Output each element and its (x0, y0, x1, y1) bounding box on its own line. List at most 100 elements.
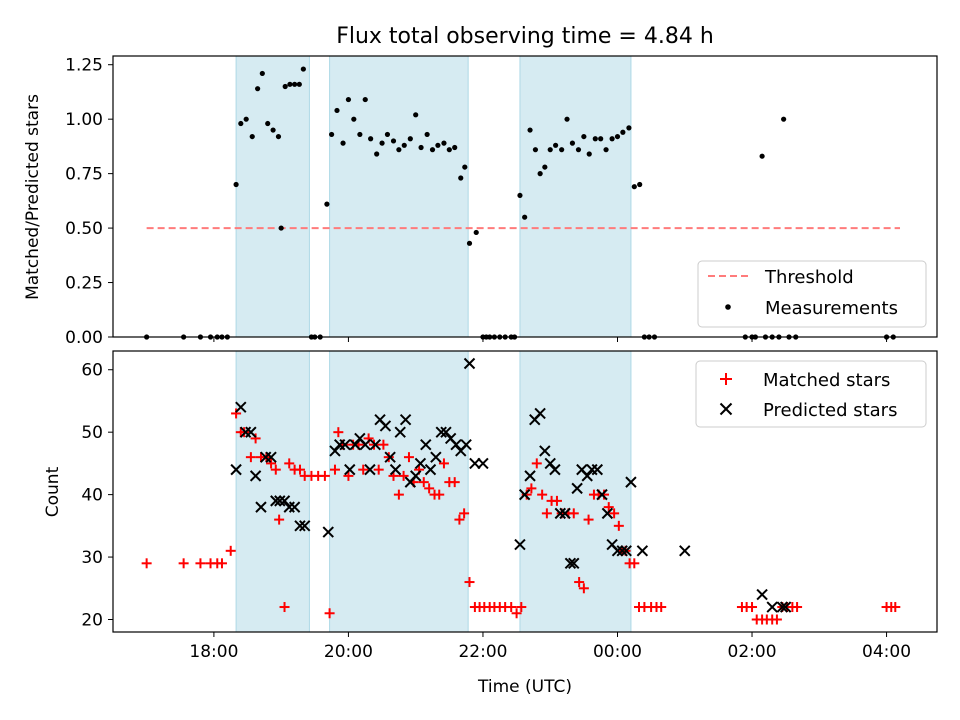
predicted-x-b (359, 438, 371, 451)
threshold-legend-label: Threshold (764, 267, 854, 288)
predicted-star-point (294, 520, 306, 532)
predicted-x-b (274, 495, 286, 507)
matched-star-point (393, 489, 404, 500)
predicted-x-b (477, 457, 489, 470)
predicted-x-b (414, 457, 427, 470)
predicted-x-b (611, 545, 624, 557)
predicted-x-b (616, 545, 628, 557)
matched-star-point (603, 502, 614, 513)
predicted-x-b (288, 501, 301, 513)
predicted-star-point (329, 445, 341, 457)
measurement-point (631, 184, 637, 190)
predicted-x-b (559, 507, 571, 520)
measurement-point (424, 131, 430, 138)
measurement-point (292, 81, 298, 87)
matched-star-point (526, 483, 537, 494)
predicted-star-point (679, 545, 691, 557)
predicted-x-b (591, 463, 604, 476)
predicted-star-point (235, 401, 247, 413)
predicted-x-b (298, 520, 311, 532)
predicted-x-b (435, 426, 447, 438)
predicted-x-b (394, 426, 406, 438)
measurement-point (278, 225, 284, 231)
predicted-star-point (369, 438, 382, 451)
matched-star-point (771, 614, 782, 625)
shaded-interval (519, 55, 632, 338)
matched-star-point (250, 433, 261, 444)
matched-legend-marker (720, 373, 732, 385)
predicted-star-point (596, 488, 608, 501)
matched-star-point (434, 489, 445, 500)
predicted-x-b (620, 545, 632, 557)
matched-star-point (329, 464, 340, 475)
matched-star-point (333, 427, 344, 438)
measurement-point (441, 140, 447, 146)
measurement-point (598, 136, 604, 142)
shaded-interval (329, 55, 469, 338)
matched-star-point (231, 408, 242, 419)
predicted-x-b (450, 438, 462, 451)
predicted-legend-marker (719, 402, 733, 416)
measurement-point (379, 140, 385, 146)
matched-star-point (141, 558, 152, 569)
measurement-point (255, 86, 261, 92)
matched-star-point (516, 602, 527, 613)
y-tick-label: 20 (81, 611, 103, 631)
predicted-x-b (601, 507, 614, 520)
matched-star-point (574, 577, 585, 588)
predicted-star-point (278, 495, 291, 507)
predicted-star-point (255, 501, 267, 513)
measurement-point (542, 164, 548, 170)
measurement-point (340, 140, 346, 146)
measurement-point (569, 140, 576, 146)
matched-star-point (629, 558, 640, 569)
predicted-star-point (298, 520, 311, 532)
matched-star-point (274, 514, 285, 525)
predicted-star-point (440, 426, 452, 438)
matched-star-point (464, 577, 475, 588)
predicted-star-point (756, 588, 768, 601)
measurement-point (473, 229, 479, 236)
predicted-star-point (245, 426, 257, 438)
measurement-point (282, 83, 288, 90)
predicted-x-b (349, 438, 361, 451)
matched-star-point (424, 483, 435, 494)
predicted-x-b (399, 413, 412, 426)
predicted-x-b (576, 463, 588, 476)
predicted-x-b (440, 426, 452, 438)
measurement-point (466, 240, 473, 246)
predicted-x-b (235, 401, 247, 413)
measurement-point (603, 147, 609, 153)
predicted-x-b (249, 470, 262, 482)
y-tick-label: 50 (81, 423, 103, 443)
shaded-interval (235, 55, 310, 338)
predicted-star-point (399, 413, 412, 426)
predicted-x-b (549, 463, 561, 476)
predicted-x-b (270, 495, 282, 507)
measurement-point (517, 192, 523, 199)
measurement-point (547, 147, 553, 153)
predicted-star-point (463, 357, 476, 370)
measurement-point (452, 144, 458, 151)
matched-star-point (656, 602, 667, 613)
predicted-star-point (230, 463, 242, 476)
predicted-star-point (568, 557, 580, 570)
measurement-point (527, 127, 533, 133)
predicted-x-b (245, 426, 257, 438)
predicted-star-point (611, 545, 624, 557)
predicted-x-b (636, 545, 649, 557)
observing-window-shading (235, 350, 632, 633)
predicted-x-b (514, 538, 526, 551)
predicted-star-point (514, 538, 526, 551)
matched-star-point (578, 583, 589, 594)
matched-star-point (506, 602, 517, 613)
matched-star-point (284, 458, 295, 469)
matched-star-point (279, 602, 290, 613)
measurement-point (249, 133, 255, 140)
matched-star-point (324, 608, 335, 619)
predicted-x-b (518, 488, 531, 501)
predicted-x-b (679, 545, 691, 557)
matched-star-point (454, 514, 465, 525)
predicted-x-b (354, 432, 366, 445)
measurement-point (413, 112, 419, 118)
